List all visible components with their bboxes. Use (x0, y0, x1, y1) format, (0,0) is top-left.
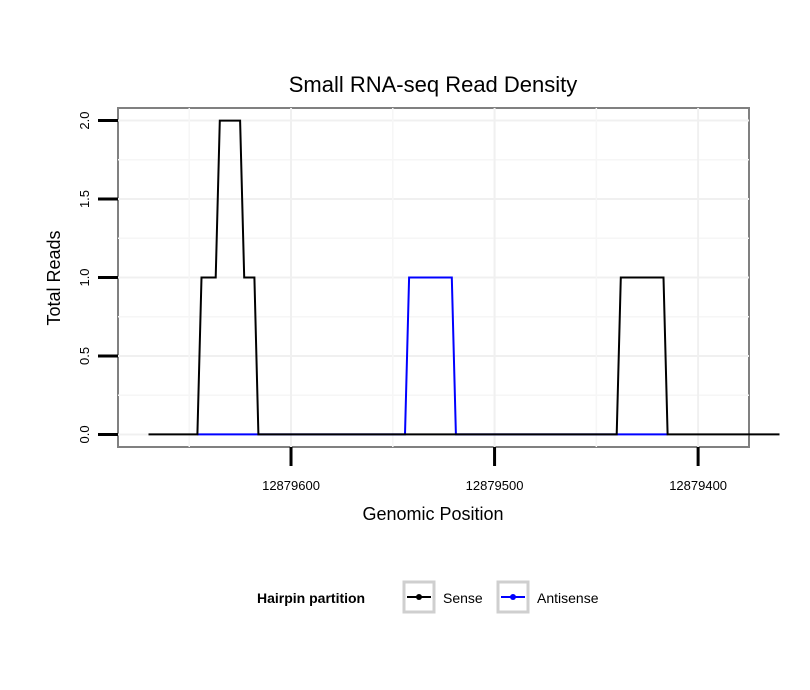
y-tick-label: 1.0 (77, 268, 92, 286)
y-tick-label: 2.0 (77, 112, 92, 130)
x-tick-label: 12879500 (466, 478, 524, 493)
legend-label-antisense: Antisense (537, 590, 599, 606)
x-axis: 12879600 12879500 12879400 (262, 447, 727, 493)
series-layer (148, 119, 780, 436)
y-axis-title: Total Reads (44, 230, 64, 325)
series-line-sense (148, 119, 780, 436)
chart-title: Small RNA-seq Read Density (289, 72, 578, 97)
y-tick-label: 0.5 (77, 347, 92, 365)
legend-key-sense-point (416, 594, 422, 600)
y-tick-label: 0.0 (77, 425, 92, 443)
legend-title: Hairpin partition (257, 590, 365, 606)
legend-label-sense: Sense (443, 590, 483, 606)
y-axis: 0.0 0.5 1.0 1.5 2.0 (77, 112, 118, 443)
x-tick-label: 12879400 (669, 478, 727, 493)
x-tick-label: 12879600 (262, 478, 320, 493)
legend-key-antisense-point (510, 594, 516, 600)
x-axis-title: Genomic Position (362, 504, 503, 524)
y-tick-label: 1.5 (77, 190, 92, 208)
legend: Hairpin partition Sense Antisense (257, 580, 599, 614)
